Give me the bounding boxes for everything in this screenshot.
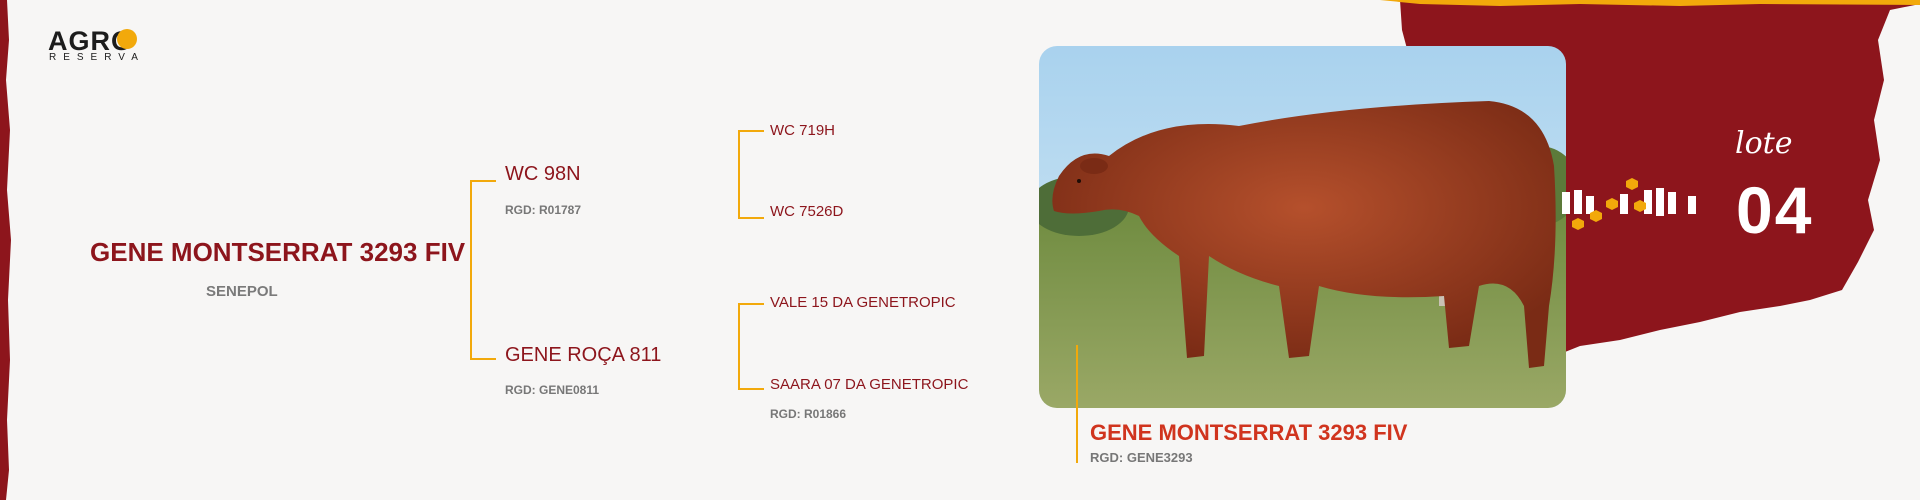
sire-rgd: RGD: R01787 (505, 203, 582, 217)
animal-name: GENE MONTSERRAT 3293 FIV (90, 237, 466, 267)
dam-dam-rgd: RGD: R01866 (770, 407, 847, 421)
dam-sire-name: VALE 15 DA GENETROPIC (770, 294, 956, 311)
pedigree-bracket-parents (470, 180, 496, 360)
honeycomb-decoration (1562, 178, 1696, 230)
pedigree-bracket-dam-parents (738, 303, 764, 390)
agro-reserva-logo[interactable]: AGRO RESERVA (48, 26, 158, 66)
pedigree-bracket-sire-parents (738, 130, 764, 219)
sire-sire-name: WC 719H (770, 122, 836, 139)
left-decorative-stripe (0, 0, 11, 500)
sire-dam-name: WC 7526D (770, 203, 844, 220)
dam-name: GENE ROÇA 811 (505, 344, 662, 366)
dam-dam-name: SAARA 07 DA GENETROPIC (770, 376, 969, 393)
sire-name: WC 98N (505, 163, 581, 185)
lot-label: lote (1735, 126, 1793, 161)
photo-caption-line (1076, 345, 1078, 463)
logo-clock-icon (117, 29, 137, 49)
lot-number: 04 (1736, 173, 1814, 247)
animal-breed: SENEPOL (206, 283, 278, 300)
dam-rgd: RGD: GENE0811 (505, 383, 600, 397)
logo-subtitle: RESERVA (49, 52, 145, 63)
animal-photo (1039, 46, 1566, 408)
photo-caption-rgd: RGD: GENE3293 (1090, 450, 1193, 465)
photo-caption-name: GENE MONTSERRAT 3293 FIV (1090, 420, 1408, 445)
